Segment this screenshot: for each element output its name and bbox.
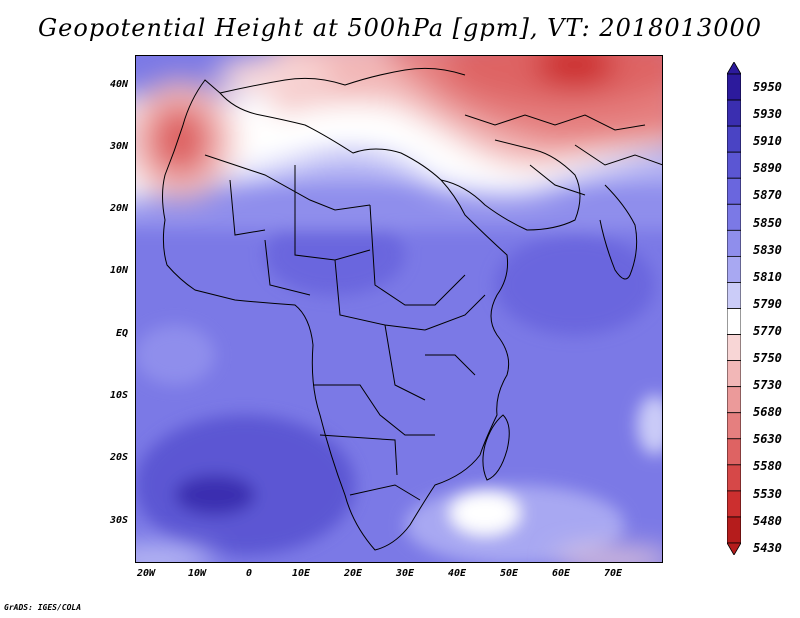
x-tick-label: 50E xyxy=(499,568,519,579)
country-border xyxy=(424,294,486,331)
y-tick-label: 10S xyxy=(109,390,128,401)
field-blob xyxy=(637,395,663,455)
colorbar-swatch xyxy=(727,516,741,544)
colorbar-swatch xyxy=(727,438,741,466)
india-coastline xyxy=(599,184,638,280)
y-tick-label: EQ xyxy=(115,328,128,339)
madagascar-coastline xyxy=(482,414,510,481)
colorbar-bottom-arrow xyxy=(727,542,741,555)
colorbar-swatch xyxy=(727,308,741,335)
country-border xyxy=(334,259,426,331)
colorbar-swatch xyxy=(727,255,741,283)
field-blob xyxy=(150,105,210,175)
colorbar-swatch xyxy=(727,99,741,127)
colorbar-label: 5890 xyxy=(753,161,782,176)
colorbar-swatch xyxy=(727,386,741,414)
colorbar-swatch xyxy=(727,360,741,388)
country-border xyxy=(349,484,421,501)
x-tick-label: 20W xyxy=(136,568,156,579)
country-border xyxy=(204,154,371,211)
y-tick-label: 30N xyxy=(109,141,128,152)
field-blob xyxy=(215,55,335,95)
country-border xyxy=(384,324,426,401)
country-border xyxy=(264,239,311,296)
colorbar-swatch xyxy=(727,177,741,205)
country-border xyxy=(574,144,663,166)
country-border xyxy=(425,354,476,376)
colorbar-label: 5850 xyxy=(753,215,782,230)
x-tick-label: 20E xyxy=(343,568,363,579)
map-panel xyxy=(135,55,663,563)
x-tick-label: 70E xyxy=(603,568,623,579)
colorbar-label: 5750 xyxy=(753,351,782,365)
field-blob xyxy=(450,491,520,535)
chart-title: Geopotential Height at 500hPa [gpm], VT:… xyxy=(38,14,762,42)
colorbar-label: 5950 xyxy=(753,80,782,94)
y-tick-label: 30S xyxy=(109,515,128,526)
colorbar-label: 5790 xyxy=(753,296,782,311)
mediterranean-coastline xyxy=(219,67,466,94)
country-border xyxy=(319,434,398,476)
x-tick-label: 60E xyxy=(551,568,571,579)
colorbar-label: 5870 xyxy=(753,188,782,203)
country-border xyxy=(313,384,435,436)
africa-coastline xyxy=(162,79,510,551)
credit-label: GrADS: IGES/COLA xyxy=(4,603,82,612)
colorbar-label: 5930 xyxy=(753,107,782,122)
colorbar-label: 5680 xyxy=(753,405,782,420)
country-border xyxy=(229,179,266,236)
country-border xyxy=(369,204,466,306)
colorbar-swatch xyxy=(727,125,741,153)
field-blob xyxy=(535,55,615,87)
colorbar-swatch xyxy=(727,334,741,362)
y-tick-label: 20S xyxy=(109,452,128,463)
x-tick-label: 10W xyxy=(187,568,207,579)
colorbar-swatch xyxy=(727,229,741,257)
colorbar-swatch xyxy=(727,282,741,309)
field-blob xyxy=(555,550,663,563)
colorbar-label: 5730 xyxy=(753,378,782,393)
colorbar-label: 5910 xyxy=(753,134,782,149)
field-blob xyxy=(135,325,215,385)
colorbar-label: 5530 xyxy=(753,486,782,501)
field-blob xyxy=(175,475,255,515)
country-border xyxy=(529,164,586,196)
country-border xyxy=(464,114,646,131)
arabia-coastline xyxy=(440,139,581,231)
geopotential-field xyxy=(135,55,663,563)
colorbar-swatch xyxy=(727,412,741,440)
x-tick-label: 10E xyxy=(291,568,311,579)
colorbar-swatch xyxy=(727,151,741,179)
x-tick-label: 40E xyxy=(447,568,467,579)
colorbar-label: 5810 xyxy=(753,269,782,284)
country-border xyxy=(294,165,371,261)
y-tick-label: 40N xyxy=(109,79,128,90)
colorbar-label: 5630 xyxy=(753,432,782,447)
colorbar-label: 5480 xyxy=(753,513,782,528)
field-blob xyxy=(135,548,215,563)
colorbar-swatch xyxy=(727,490,741,518)
colorbar-label: 5770 xyxy=(753,323,782,338)
colorbar-label: 5830 xyxy=(753,242,782,257)
colorbar-swatch xyxy=(727,464,741,492)
colorbar-label: 5580 xyxy=(753,459,782,474)
colorbar-swatch xyxy=(727,73,741,101)
x-tick-label: 0 xyxy=(245,568,253,579)
colorbar-label: 5430 xyxy=(753,540,782,555)
field-blob xyxy=(265,215,405,295)
x-tick-label: 30E xyxy=(395,568,415,579)
colorbar-swatch xyxy=(727,203,741,231)
field-blob xyxy=(495,235,655,335)
colorbar-top-arrow xyxy=(727,62,741,75)
coastlines xyxy=(162,67,663,551)
y-tick-label: 10N xyxy=(109,265,128,276)
y-tick-label: 20N xyxy=(109,203,128,214)
colorbar xyxy=(727,62,741,555)
